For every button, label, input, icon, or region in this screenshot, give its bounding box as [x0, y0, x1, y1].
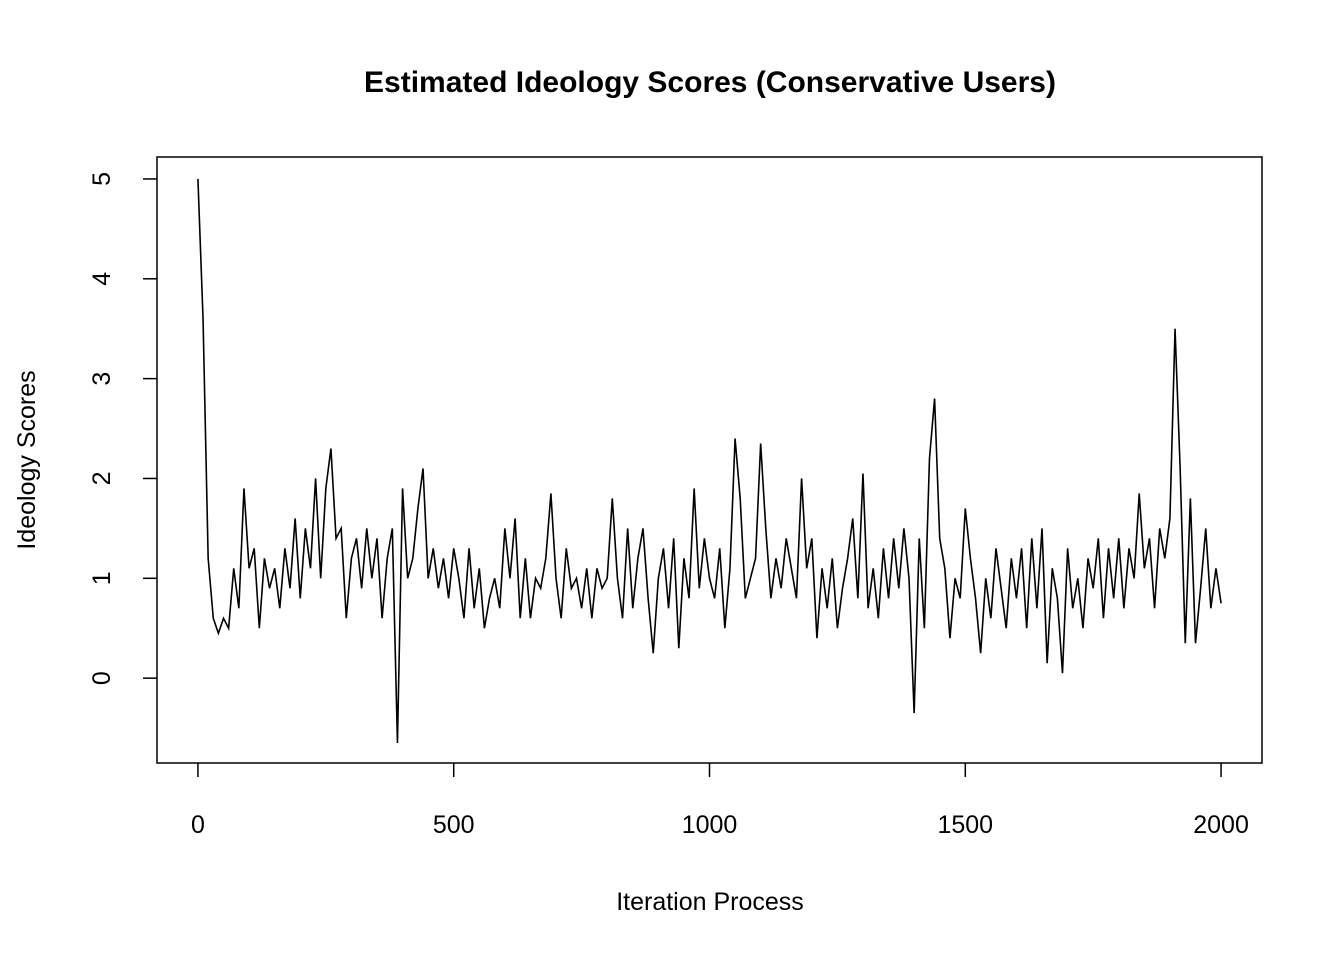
- x-axis-label: Iteration Process: [616, 888, 804, 916]
- y-tick-label: 2: [88, 472, 116, 486]
- y-tick-label: 4: [88, 272, 116, 286]
- x-tick-label: 1000: [682, 811, 738, 839]
- y-axis-label: Ideology Scores: [13, 370, 41, 549]
- y-tick-label: 5: [88, 172, 116, 186]
- x-tick-label: 2000: [1193, 811, 1249, 839]
- data-line: [197, 178, 1222, 744]
- y-tick-label: 0: [88, 671, 116, 685]
- x-tick-label: 0: [191, 811, 205, 839]
- x-tick-label: 1500: [937, 811, 993, 839]
- chart-title: Estimated Ideology Scores (Conservative …: [364, 66, 1056, 99]
- y-tick-label: 3: [88, 372, 116, 386]
- y-tick-label: 1: [88, 571, 116, 585]
- x-tick-label: 500: [433, 811, 475, 839]
